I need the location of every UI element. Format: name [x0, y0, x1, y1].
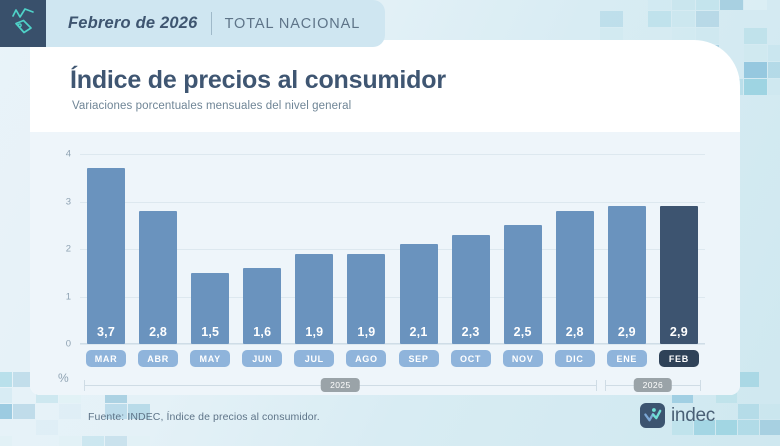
- bar-value-label: 2,8: [149, 325, 168, 339]
- bar-group[interactable]: 2,9 FEB: [653, 154, 705, 367]
- bar[interactable]: 2,5: [503, 225, 542, 344]
- bar[interactable]: 1,9: [295, 253, 334, 344]
- year-pill-2025: 2025: [321, 378, 360, 392]
- y-axis-tick-label: 0: [65, 338, 71, 350]
- bar[interactable]: 2,8: [555, 211, 594, 344]
- bar-value-label: 1,9: [305, 325, 324, 339]
- indec-logo: indec: [640, 403, 715, 428]
- gridline: [80, 201, 705, 203]
- month-pill-may[interactable]: MAY: [190, 350, 231, 367]
- bar[interactable]: 2,9: [607, 206, 646, 344]
- page-subtitle: Variaciones porcentuales mensuales del n…: [72, 100, 352, 112]
- header-text-group: Febrero de 2026 TOTAL NACIONAL: [68, 12, 360, 35]
- year-rail: 2025 2026: [80, 378, 705, 392]
- header-divider: [210, 12, 212, 35]
- content-card: Índice de precios al consumidor Variacio…: [30, 40, 740, 395]
- bar-group[interactable]: 1,9 AGO: [340, 154, 392, 367]
- unit-label: %: [58, 371, 69, 385]
- bar-group[interactable]: 2,9 ENE: [601, 154, 653, 367]
- month-pill-nov[interactable]: NOV: [502, 350, 543, 367]
- bar-value-label: 2,9: [617, 325, 636, 339]
- header-scope: TOTAL NACIONAL: [224, 15, 361, 32]
- indec-chart-icon: [640, 403, 665, 428]
- month-pill-jun[interactable]: JUN: [242, 350, 283, 367]
- bar[interactable]: 2,3: [451, 234, 490, 344]
- bar-group[interactable]: 2,1 SEP: [392, 154, 444, 367]
- gridline: [80, 249, 705, 250]
- y-axis-tick-label: 3: [65, 196, 71, 207]
- bar[interactable]: 3,7: [87, 168, 126, 344]
- bar[interactable]: 1,6: [243, 268, 282, 344]
- month-pill-dic[interactable]: DIC: [554, 350, 595, 367]
- axis-baseline: [80, 343, 705, 344]
- bar-value-label: 1,9: [357, 325, 376, 339]
- bar-value-label: 3,7: [97, 325, 116, 339]
- gridline: [80, 296, 705, 298]
- bar[interactable]: 2,9: [659, 206, 698, 344]
- month-pill-ago[interactable]: AGO: [346, 350, 387, 367]
- year-group: 2026: [604, 378, 701, 392]
- bar-series: 3,7 MAR 2,8 ABR 1,5 MAY 1,6 JUN 1,9 JUL 1,9 AGO 2,1 S…: [80, 154, 705, 367]
- bar-group[interactable]: 1,9 JUL: [288, 154, 340, 367]
- gridline: [80, 154, 705, 155]
- bar-value-label: 1,5: [201, 325, 220, 339]
- bar[interactable]: 2,8: [139, 211, 178, 344]
- brand-square: [0, 0, 46, 47]
- year-pill-2026: 2026: [633, 378, 673, 392]
- bar[interactable]: 1,9: [347, 253, 386, 344]
- page-title: Índice de precios al consumidor: [70, 66, 446, 94]
- bar[interactable]: 1,5: [191, 272, 230, 344]
- month-pill-oct[interactable]: OCT: [450, 350, 491, 367]
- month-pill-mar[interactable]: MAR: [86, 350, 127, 367]
- bar-value-label: 2,5: [513, 325, 532, 339]
- bar-group[interactable]: 1,5 MAY: [184, 154, 236, 367]
- y-axis-tick-label: 4: [65, 148, 71, 160]
- bar-value-label: 2,8: [565, 325, 584, 339]
- bar-value-label: 1,6: [253, 325, 272, 339]
- bar-value-label: 2,1: [409, 325, 428, 339]
- bar-value-label: 2,3: [461, 325, 480, 339]
- bar-group[interactable]: 1,6 JUN: [236, 154, 288, 367]
- source-note: Fuente: INDEC, Índice de precios al cons…: [88, 411, 320, 423]
- indec-logo-text: indec: [671, 404, 715, 426]
- bar-group[interactable]: 3,7 MAR: [80, 154, 132, 367]
- bar-group[interactable]: 2,3 OCT: [445, 154, 497, 367]
- year-rail-cap-left: [604, 380, 606, 391]
- indec-tag-icon: [10, 6, 36, 41]
- year-rail-cap-left: [84, 380, 85, 391]
- year-rail-cap-right: [699, 380, 701, 391]
- bar-group[interactable]: 2,8 DIC: [549, 154, 601, 367]
- bar[interactable]: 2,1: [399, 244, 438, 344]
- month-pill-feb[interactable]: FEB: [658, 350, 699, 367]
- month-pill-jul[interactable]: JUL: [294, 350, 335, 367]
- gridline: [80, 344, 705, 345]
- bar-group[interactable]: 2,5 NOV: [497, 154, 549, 367]
- header-bar: Febrero de 2026 TOTAL NACIONAL: [0, 0, 385, 47]
- header-date: Febrero de 2026: [68, 14, 198, 32]
- year-rail-cap-right: [595, 380, 597, 391]
- y-axis-tick-label: 1: [65, 291, 71, 302]
- bar-group[interactable]: 2,8 ABR: [132, 154, 184, 367]
- bar-value-label: 2,9: [669, 325, 688, 339]
- month-pill-abr[interactable]: ABR: [138, 350, 179, 367]
- plot-area: 0 1 2 3 4 3,7 MAR 2,8 ABR 1,5 MAY 1,6 JUN 1,9 JUL 1,9 A…: [66, 149, 705, 367]
- month-pill-ene[interactable]: ENE: [606, 350, 647, 367]
- y-axis-tick-label: 2: [65, 243, 71, 255]
- year-group: 2025: [84, 378, 597, 392]
- month-pill-sep[interactable]: SEP: [398, 350, 439, 367]
